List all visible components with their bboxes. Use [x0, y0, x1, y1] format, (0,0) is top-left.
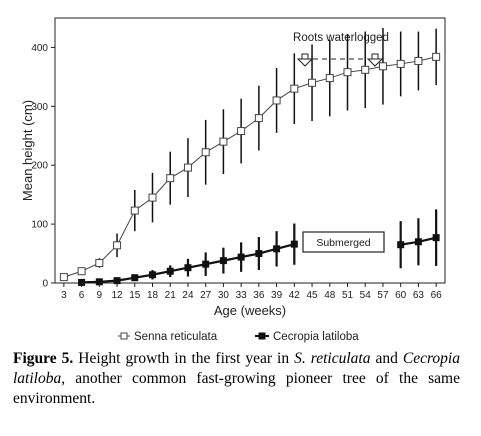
senna-point — [113, 241, 122, 250]
caption-species-1: S. reticulata — [294, 350, 371, 367]
legend-senna-label: Senna reticulata — [134, 331, 218, 343]
arrow-shaft — [301, 53, 309, 60]
senna-point — [166, 174, 175, 183]
x-tick-label: 30 — [218, 290, 230, 301]
x-tick-label: 18 — [147, 290, 159, 301]
senna-point — [148, 193, 157, 202]
y-tick-label: 300 — [31, 102, 48, 113]
legend-cecropia-marker — [258, 332, 266, 340]
x-tick-label: 9 — [97, 290, 103, 301]
senna-point — [343, 68, 352, 77]
figure-label: Figure 5. — [13, 350, 74, 367]
senna-point — [130, 206, 139, 215]
figure-caption: Figure 5. Height growth in the first yea… — [13, 349, 460, 409]
senna-point — [183, 163, 192, 172]
senna-point — [290, 84, 299, 93]
x-axis-title: Age (weeks) — [214, 303, 286, 318]
caption-text-2: and — [370, 350, 403, 367]
cecropia-point — [237, 253, 245, 261]
x-tick-label: 45 — [306, 290, 318, 301]
cecropia-point — [255, 250, 263, 258]
x-tick-label: 21 — [165, 290, 177, 301]
cecropia-point — [290, 240, 298, 248]
caption-text-1: Height growth in the first year in — [73, 350, 295, 367]
x-tick-label: 3 — [61, 290, 67, 301]
cecropia-point — [397, 241, 405, 249]
cecropia-point — [202, 260, 210, 268]
x-tick-label: 66 — [431, 290, 443, 301]
submerged-label: Submerged — [316, 237, 370, 249]
x-tick-label: 48 — [324, 290, 336, 301]
cecropia-point — [432, 234, 440, 242]
arrow-shaft — [371, 53, 379, 60]
senna-point — [95, 258, 104, 267]
chart-legend: Senna reticulata Cecropia latiloba — [118, 331, 359, 343]
x-tick-label: 57 — [377, 290, 389, 301]
cecropia-point — [95, 278, 103, 286]
senna-point — [219, 137, 228, 146]
y-tick-label: 100 — [31, 220, 48, 231]
caption-species-2: Cecropia latiloba — [13, 350, 460, 387]
senna-point — [201, 148, 210, 157]
cecropia-point — [166, 267, 174, 275]
x-tick-label: 63 — [413, 290, 425, 301]
x-tick-label: 60 — [395, 290, 407, 301]
x-tick-label: 39 — [271, 290, 283, 301]
x-tick-label: 51 — [342, 290, 354, 301]
x-tick-label: 36 — [253, 290, 265, 301]
senna-point — [272, 96, 281, 105]
senna-point — [378, 62, 387, 71]
submerged-box — [302, 231, 385, 253]
series-markers — [59, 52, 441, 286]
x-tick-label: 33 — [236, 290, 248, 301]
cecropia-point — [219, 257, 227, 265]
senna-point — [361, 65, 370, 74]
senna-point — [308, 78, 317, 87]
legend-senna-marker — [120, 332, 128, 340]
y-tick-label: 0 — [42, 279, 48, 290]
legend-cecropia-label: Cecropia latiloba — [273, 331, 359, 343]
x-tick-label: 27 — [200, 290, 212, 301]
senna-point — [432, 52, 441, 61]
plot-frame — [54, 17, 446, 284]
arrow-head — [296, 58, 314, 67]
y-tick-label: 400 — [31, 43, 48, 54]
cecropia-point — [273, 245, 281, 253]
cecropia-point — [414, 238, 422, 246]
senna-point — [237, 127, 246, 136]
y-tick-label: 200 — [31, 161, 48, 172]
cecropia-point — [149, 271, 156, 279]
cecropia-point — [131, 274, 139, 282]
x-tick-label: 24 — [182, 290, 194, 301]
series-line — [63, 56, 437, 278]
senna-point — [59, 273, 68, 282]
senna-point — [414, 56, 423, 65]
roots-waterlogged-label: Roots waterlogged — [293, 32, 389, 44]
cecropia-point — [78, 278, 86, 286]
y-axis-title: Mean height (cm) — [20, 100, 35, 201]
senna-point — [254, 114, 263, 123]
arrow-head — [366, 58, 384, 67]
caption-text-3: , another common fast-growing pioneer tr… — [13, 370, 460, 407]
chart-annotations: Roots waterlogged Submerged — [293, 32, 389, 253]
senna-point — [325, 74, 334, 83]
x-tick-label: 6 — [79, 290, 85, 301]
x-tick-label: 42 — [289, 290, 301, 301]
senna-point — [77, 267, 86, 276]
x-tick-label: 12 — [111, 290, 123, 301]
x-tick-label: 15 — [129, 290, 141, 301]
cecropia-point — [113, 277, 121, 285]
x-tick-label: 54 — [360, 290, 372, 301]
senna-point — [396, 59, 405, 68]
cecropia-point — [184, 264, 192, 272]
